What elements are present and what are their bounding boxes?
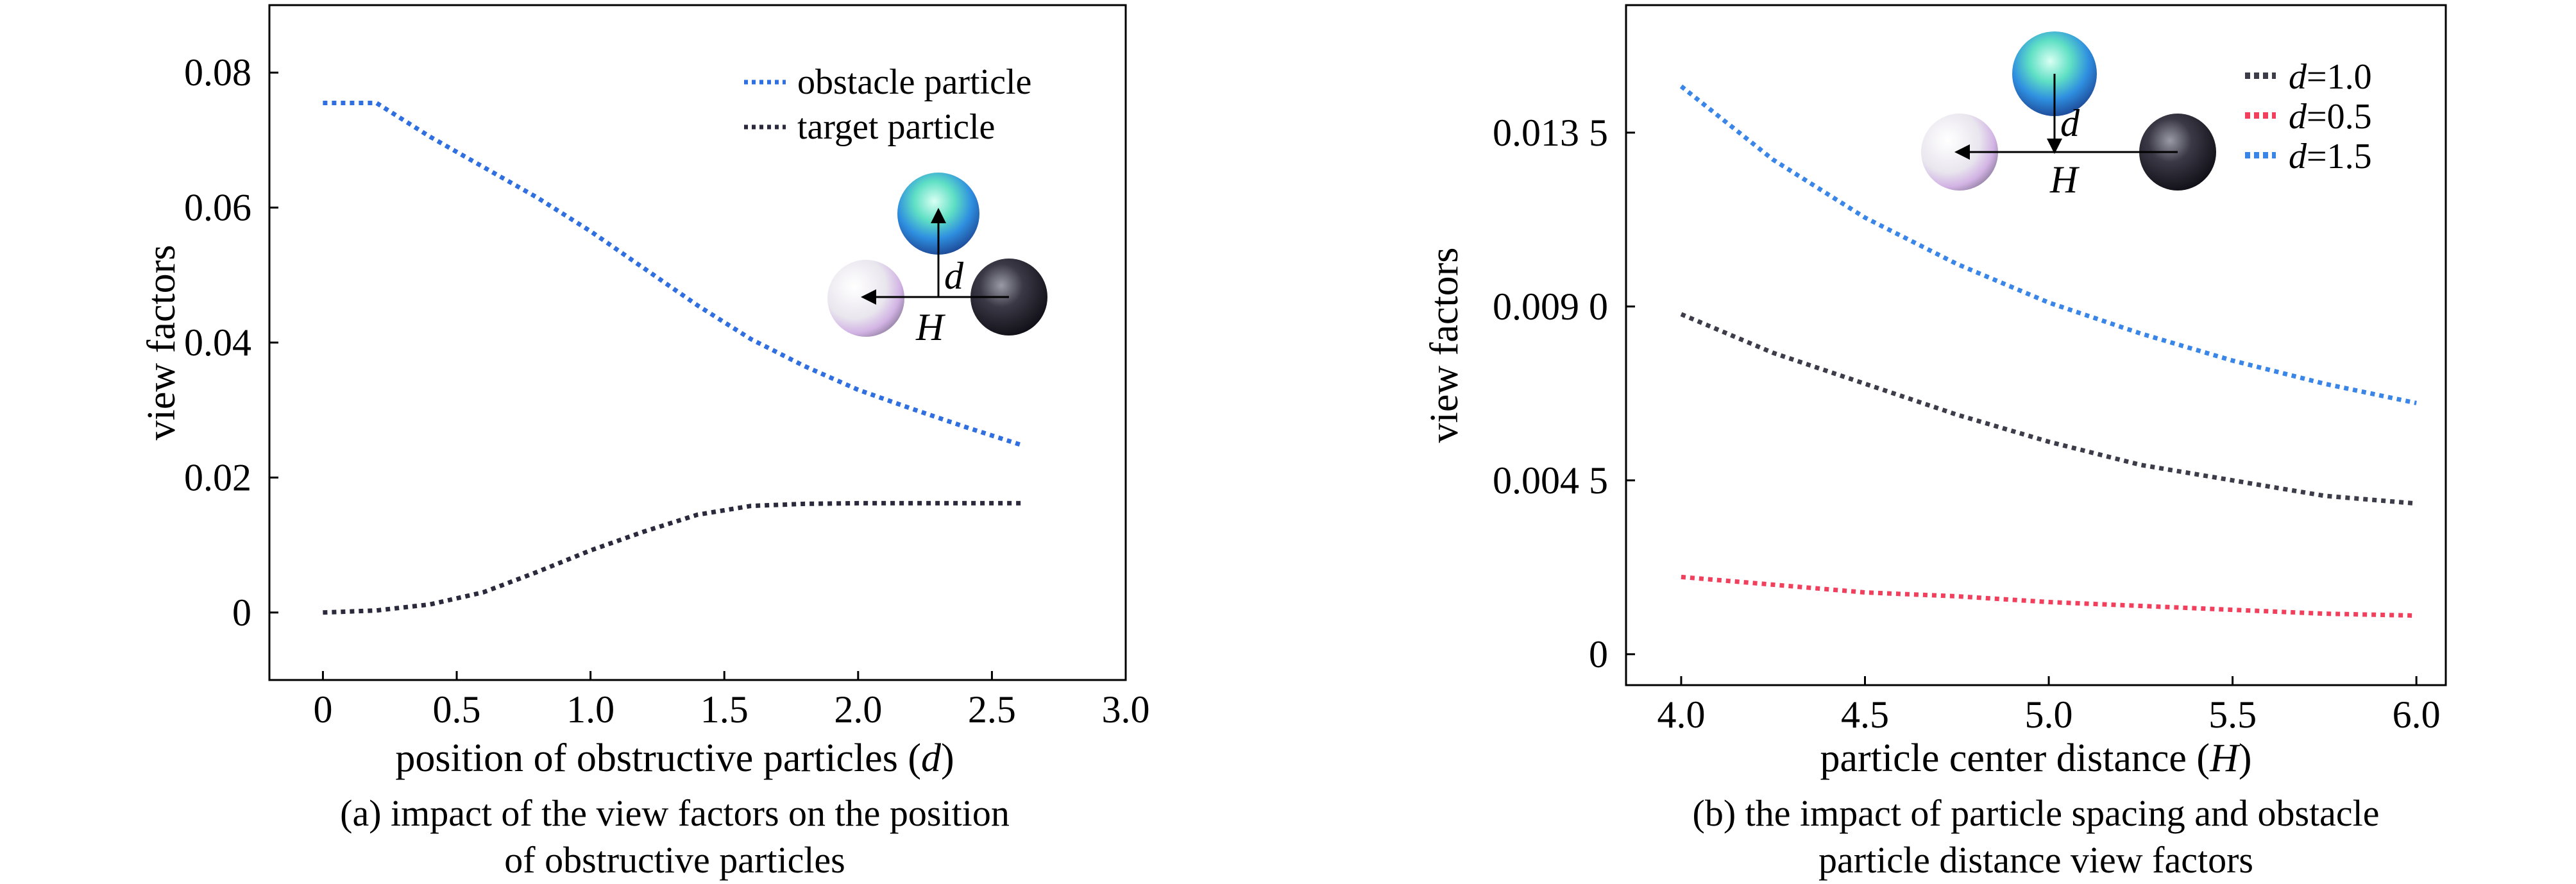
y-tick-label: 0 (232, 591, 251, 634)
caption-b-line2: particle distance view factors (1818, 839, 2253, 881)
y-tick-label: 0.013 5 (1493, 112, 1608, 154)
series-line-d-0.5 (1681, 574, 2417, 618)
legend-b: d=1.0 d=0.5 d=1.5 (2245, 57, 2372, 176)
plot-frame-b (1625, 4, 2447, 686)
legend-label-d-0.5: d=0.5 (2289, 97, 2372, 137)
series-line-obstacle-particle (323, 101, 1025, 448)
x-tick-label: 4.0 (1657, 693, 1705, 736)
caption-a-line1: (a) impact of the view factors on the po… (340, 792, 1010, 834)
y-tick-label: 0.009 0 (1493, 285, 1608, 328)
x-tick-label: 3.0 (1102, 688, 1150, 731)
legend-label-d-1.5: d=1.5 (2289, 137, 2372, 176)
caption-b-line1: (b) the impact of particle spacing and o… (1693, 792, 2380, 834)
inset-label-h-b: H (2049, 158, 2080, 201)
y-tick-label: 0.08 (184, 51, 251, 94)
chart-panel-b: 4.0 4.5 5.0 5.5 6.0 0 0.004 5 0.009 0 0.013 5 d=… (1423, 4, 2447, 881)
caption-a-line2: of obstructive particles (504, 839, 845, 881)
inset-label-d: d (944, 255, 964, 297)
x-tick-label: 5.0 (2025, 693, 2073, 736)
x-tick-label: 1.5 (700, 688, 749, 731)
legend-a: obstacle particle target particle (744, 62, 1031, 147)
legend-label-d-1.0: d=1.0 (2289, 57, 2372, 97)
axis-ticks-b: 4.0 4.5 5.0 5.5 6.0 0 0.004 5 0.009 0 0.013 5 (1493, 112, 2441, 736)
series-line-target-particle (323, 500, 1024, 615)
y-tick-label: 0.06 (184, 187, 251, 229)
x-tick-label: 0.5 (433, 688, 481, 731)
legend-label-obstacle-particle: obstacle particle (797, 62, 1031, 102)
series-layer-a (323, 101, 1025, 615)
x-tick-label: 2.5 (968, 688, 1016, 731)
x-tick-label: 1.0 (566, 688, 614, 731)
x-axis-label-a: position of obstructive particles (d) (395, 736, 954, 780)
y-tick-label: 0.04 (184, 321, 251, 364)
x-tick-label: 0 (313, 688, 332, 731)
x-tick-label: 5.5 (2208, 693, 2257, 736)
y-tick-label: 0.02 (184, 456, 251, 498)
chart-panel-a: 0 0.5 1.0 1.5 2.0 2.5 3.0 0 0.02 0.04 0.06 0.08 obs… (140, 4, 1150, 881)
particle-inset-a: d H (827, 173, 1047, 348)
particle-inset-b: d H (1921, 31, 2216, 201)
axis-ticks-a: 0 0.5 1.0 1.5 2.0 2.5 3.0 0 0.02 0.04 0.06 0.08 (184, 51, 1150, 731)
series-line-d-1.5 (1679, 84, 2417, 405)
y-axis-label-b: view factors (1423, 248, 1466, 443)
inset-label-h: H (915, 306, 946, 348)
y-tick-label: 0.004 5 (1493, 459, 1608, 502)
series-layer-b (1679, 84, 2417, 618)
x-tick-label: 2.0 (834, 688, 882, 731)
legend-label-target-particle: target particle (797, 107, 995, 147)
x-tick-label: 4.5 (1841, 693, 1889, 736)
y-axis-label-a: view factors (140, 245, 183, 441)
series-line-d-1.0 (1680, 312, 2417, 506)
inset-label-d-b: d (2060, 102, 2080, 144)
x-axis-label-b: particle center distance (H) (1820, 736, 2251, 780)
plot-frame-a (268, 4, 1127, 681)
x-tick-label: 6.0 (2393, 693, 2441, 736)
target-particle-sphere (827, 260, 904, 337)
y-tick-label: 0 (1589, 633, 1608, 676)
